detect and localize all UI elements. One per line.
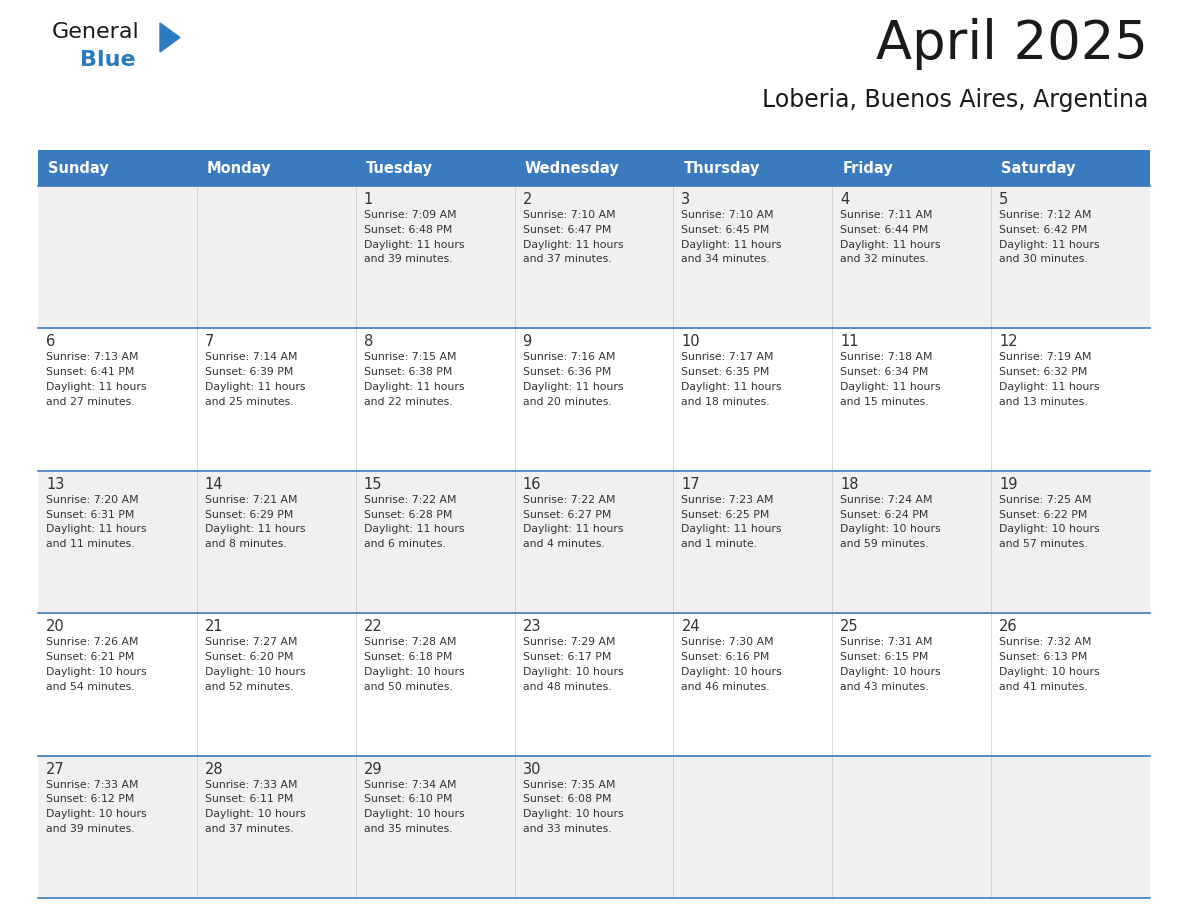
Text: 1: 1 xyxy=(364,192,373,207)
Bar xyxy=(514,150,674,186)
Bar xyxy=(38,613,1150,756)
Text: Sunrise: 7:31 AM
Sunset: 6:15 PM
Daylight: 10 hours
and 43 minutes.: Sunrise: 7:31 AM Sunset: 6:15 PM Dayligh… xyxy=(840,637,941,691)
Bar xyxy=(38,150,197,186)
Text: Sunrise: 7:33 AM
Sunset: 6:12 PM
Daylight: 10 hours
and 39 minutes.: Sunrise: 7:33 AM Sunset: 6:12 PM Dayligh… xyxy=(46,779,146,834)
Text: Sunrise: 7:26 AM
Sunset: 6:21 PM
Daylight: 10 hours
and 54 minutes.: Sunrise: 7:26 AM Sunset: 6:21 PM Dayligh… xyxy=(46,637,146,691)
Text: 2: 2 xyxy=(523,192,532,207)
Text: 11: 11 xyxy=(840,334,859,350)
Text: 23: 23 xyxy=(523,620,541,634)
Text: General: General xyxy=(52,22,140,42)
Text: Sunrise: 7:35 AM
Sunset: 6:08 PM
Daylight: 10 hours
and 33 minutes.: Sunrise: 7:35 AM Sunset: 6:08 PM Dayligh… xyxy=(523,779,624,834)
Text: Sunrise: 7:23 AM
Sunset: 6:25 PM
Daylight: 11 hours
and 1 minute.: Sunrise: 7:23 AM Sunset: 6:25 PM Dayligh… xyxy=(682,495,782,549)
Bar xyxy=(674,150,833,186)
Text: April 2025: April 2025 xyxy=(876,18,1148,70)
Text: Sunrise: 7:24 AM
Sunset: 6:24 PM
Daylight: 10 hours
and 59 minutes.: Sunrise: 7:24 AM Sunset: 6:24 PM Dayligh… xyxy=(840,495,941,549)
Text: Sunrise: 7:29 AM
Sunset: 6:17 PM
Daylight: 10 hours
and 48 minutes.: Sunrise: 7:29 AM Sunset: 6:17 PM Dayligh… xyxy=(523,637,624,691)
Text: Monday: Monday xyxy=(207,161,271,175)
Text: 27: 27 xyxy=(46,762,65,777)
Bar xyxy=(355,150,514,186)
Text: Sunrise: 7:14 AM
Sunset: 6:39 PM
Daylight: 11 hours
and 25 minutes.: Sunrise: 7:14 AM Sunset: 6:39 PM Dayligh… xyxy=(204,353,305,407)
Bar xyxy=(38,186,1150,329)
Text: 22: 22 xyxy=(364,620,383,634)
Text: 4: 4 xyxy=(840,192,849,207)
Text: Sunrise: 7:20 AM
Sunset: 6:31 PM
Daylight: 11 hours
and 11 minutes.: Sunrise: 7:20 AM Sunset: 6:31 PM Dayligh… xyxy=(46,495,146,549)
Text: Sunrise: 7:22 AM
Sunset: 6:27 PM
Daylight: 11 hours
and 4 minutes.: Sunrise: 7:22 AM Sunset: 6:27 PM Dayligh… xyxy=(523,495,623,549)
Text: Friday: Friday xyxy=(842,161,893,175)
Text: Sunrise: 7:11 AM
Sunset: 6:44 PM
Daylight: 11 hours
and 32 minutes.: Sunrise: 7:11 AM Sunset: 6:44 PM Dayligh… xyxy=(840,210,941,264)
Text: Sunrise: 7:28 AM
Sunset: 6:18 PM
Daylight: 10 hours
and 50 minutes.: Sunrise: 7:28 AM Sunset: 6:18 PM Dayligh… xyxy=(364,637,465,691)
Text: Saturday: Saturday xyxy=(1001,161,1075,175)
Text: 7: 7 xyxy=(204,334,214,350)
Text: Sunrise: 7:27 AM
Sunset: 6:20 PM
Daylight: 10 hours
and 52 minutes.: Sunrise: 7:27 AM Sunset: 6:20 PM Dayligh… xyxy=(204,637,305,691)
Text: Sunrise: 7:34 AM
Sunset: 6:10 PM
Daylight: 10 hours
and 35 minutes.: Sunrise: 7:34 AM Sunset: 6:10 PM Dayligh… xyxy=(364,779,465,834)
Text: Sunrise: 7:17 AM
Sunset: 6:35 PM
Daylight: 11 hours
and 18 minutes.: Sunrise: 7:17 AM Sunset: 6:35 PM Dayligh… xyxy=(682,353,782,407)
Polygon shape xyxy=(160,23,181,52)
Text: Sunrise: 7:32 AM
Sunset: 6:13 PM
Daylight: 10 hours
and 41 minutes.: Sunrise: 7:32 AM Sunset: 6:13 PM Dayligh… xyxy=(999,637,1100,691)
Text: Wednesday: Wednesday xyxy=(525,161,619,175)
Text: Sunrise: 7:15 AM
Sunset: 6:38 PM
Daylight: 11 hours
and 22 minutes.: Sunrise: 7:15 AM Sunset: 6:38 PM Dayligh… xyxy=(364,353,465,407)
Bar xyxy=(38,329,1150,471)
Text: Sunrise: 7:33 AM
Sunset: 6:11 PM
Daylight: 10 hours
and 37 minutes.: Sunrise: 7:33 AM Sunset: 6:11 PM Dayligh… xyxy=(204,779,305,834)
Bar xyxy=(197,150,355,186)
Bar xyxy=(991,150,1150,186)
Text: 21: 21 xyxy=(204,620,223,634)
Text: Tuesday: Tuesday xyxy=(366,161,432,175)
Text: 28: 28 xyxy=(204,762,223,777)
Text: Thursday: Thursday xyxy=(683,161,760,175)
Text: 9: 9 xyxy=(523,334,532,350)
Text: 5: 5 xyxy=(999,192,1009,207)
Text: 12: 12 xyxy=(999,334,1018,350)
Text: 25: 25 xyxy=(840,620,859,634)
Text: Loberia, Buenos Aires, Argentina: Loberia, Buenos Aires, Argentina xyxy=(762,88,1148,112)
Text: 17: 17 xyxy=(682,476,700,492)
Text: 8: 8 xyxy=(364,334,373,350)
Text: 10: 10 xyxy=(682,334,700,350)
Text: 15: 15 xyxy=(364,476,383,492)
Text: Sunrise: 7:16 AM
Sunset: 6:36 PM
Daylight: 11 hours
and 20 minutes.: Sunrise: 7:16 AM Sunset: 6:36 PM Dayligh… xyxy=(523,353,623,407)
Text: 26: 26 xyxy=(999,620,1018,634)
Text: 14: 14 xyxy=(204,476,223,492)
Text: Sunrise: 7:10 AM
Sunset: 6:45 PM
Daylight: 11 hours
and 34 minutes.: Sunrise: 7:10 AM Sunset: 6:45 PM Dayligh… xyxy=(682,210,782,264)
Bar xyxy=(38,756,1150,898)
Text: Sunrise: 7:22 AM
Sunset: 6:28 PM
Daylight: 11 hours
and 6 minutes.: Sunrise: 7:22 AM Sunset: 6:28 PM Dayligh… xyxy=(364,495,465,549)
Text: Sunday: Sunday xyxy=(48,161,109,175)
Text: 30: 30 xyxy=(523,762,541,777)
Text: 20: 20 xyxy=(46,620,65,634)
Text: Sunrise: 7:30 AM
Sunset: 6:16 PM
Daylight: 10 hours
and 46 minutes.: Sunrise: 7:30 AM Sunset: 6:16 PM Dayligh… xyxy=(682,637,782,691)
Text: 24: 24 xyxy=(682,620,700,634)
Text: Sunrise: 7:12 AM
Sunset: 6:42 PM
Daylight: 11 hours
and 30 minutes.: Sunrise: 7:12 AM Sunset: 6:42 PM Dayligh… xyxy=(999,210,1100,264)
Text: Sunrise: 7:10 AM
Sunset: 6:47 PM
Daylight: 11 hours
and 37 minutes.: Sunrise: 7:10 AM Sunset: 6:47 PM Dayligh… xyxy=(523,210,623,264)
Text: Sunrise: 7:25 AM
Sunset: 6:22 PM
Daylight: 10 hours
and 57 minutes.: Sunrise: 7:25 AM Sunset: 6:22 PM Dayligh… xyxy=(999,495,1100,549)
Bar xyxy=(833,150,991,186)
Text: Sunrise: 7:19 AM
Sunset: 6:32 PM
Daylight: 11 hours
and 13 minutes.: Sunrise: 7:19 AM Sunset: 6:32 PM Dayligh… xyxy=(999,353,1100,407)
Text: Sunrise: 7:18 AM
Sunset: 6:34 PM
Daylight: 11 hours
and 15 minutes.: Sunrise: 7:18 AM Sunset: 6:34 PM Dayligh… xyxy=(840,353,941,407)
Text: 18: 18 xyxy=(840,476,859,492)
Text: 16: 16 xyxy=(523,476,541,492)
Text: Blue: Blue xyxy=(80,50,135,70)
Text: 13: 13 xyxy=(46,476,64,492)
Bar xyxy=(38,471,1150,613)
Text: 6: 6 xyxy=(46,334,56,350)
Text: Sunrise: 7:21 AM
Sunset: 6:29 PM
Daylight: 11 hours
and 8 minutes.: Sunrise: 7:21 AM Sunset: 6:29 PM Dayligh… xyxy=(204,495,305,549)
Text: 3: 3 xyxy=(682,192,690,207)
Text: Sunrise: 7:09 AM
Sunset: 6:48 PM
Daylight: 11 hours
and 39 minutes.: Sunrise: 7:09 AM Sunset: 6:48 PM Dayligh… xyxy=(364,210,465,264)
Text: Sunrise: 7:13 AM
Sunset: 6:41 PM
Daylight: 11 hours
and 27 minutes.: Sunrise: 7:13 AM Sunset: 6:41 PM Dayligh… xyxy=(46,353,146,407)
Text: 19: 19 xyxy=(999,476,1018,492)
Text: 29: 29 xyxy=(364,762,383,777)
